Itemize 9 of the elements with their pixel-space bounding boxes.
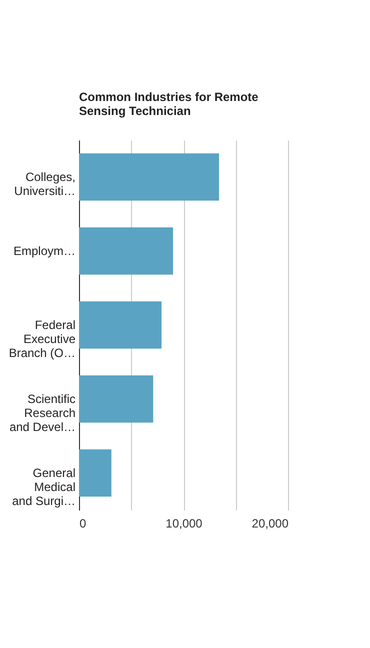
y-tick-label: Scientific Research and Devel… <box>9 392 76 434</box>
x-tick-label: 10,000 <box>166 516 203 530</box>
x-tick-label: 20,000 <box>252 516 289 530</box>
y-tick-label: Federal Executive Branch (O… <box>8 318 76 360</box>
y-tick-label: Employm… <box>13 244 76 258</box>
y-tick-label: Colleges, Universiti… <box>14 170 76 198</box>
y-tick-label: General Medical and Surgi… <box>12 466 76 508</box>
x-tick-label: 0 <box>80 516 86 530</box>
chart-title: Common Industries for Remote Sensing Technician <box>79 90 259 118</box>
